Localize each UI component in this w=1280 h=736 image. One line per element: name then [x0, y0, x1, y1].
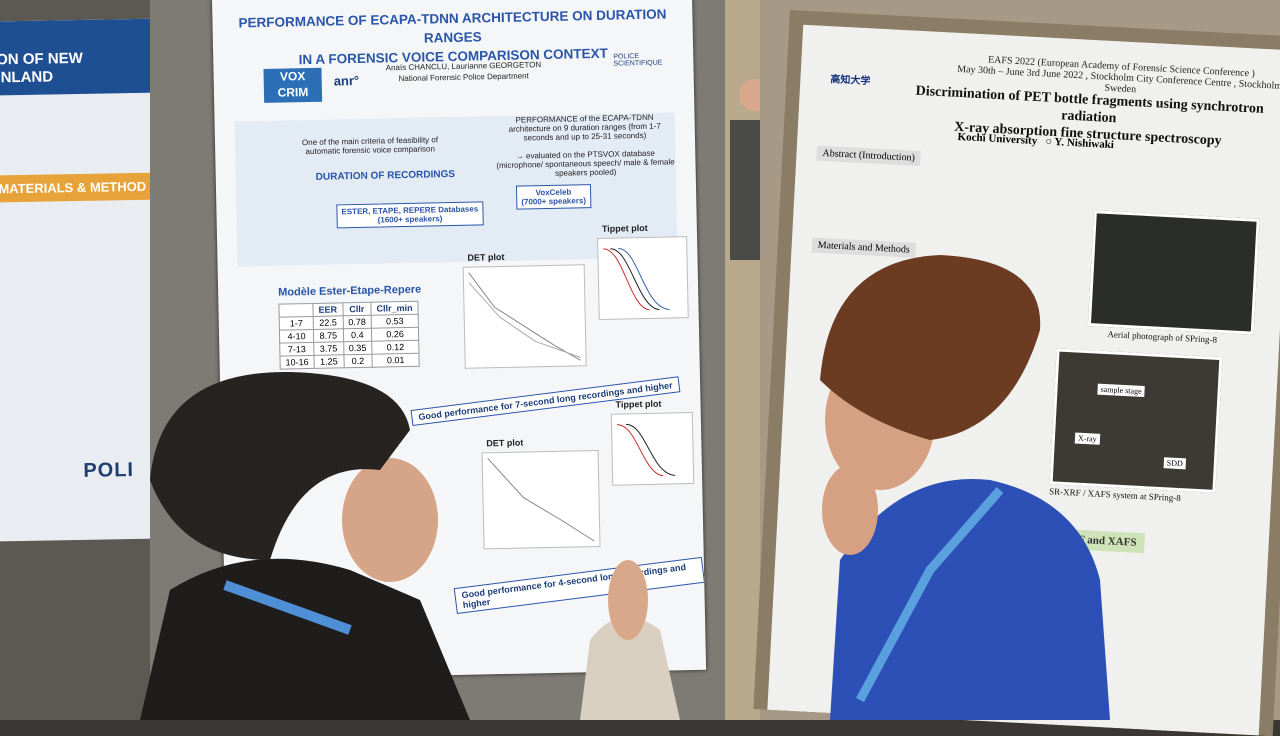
hair	[820, 255, 1041, 440]
woman-right-body	[830, 479, 1110, 720]
curve	[610, 248, 660, 311]
det-plot	[462, 264, 587, 369]
hand	[608, 560, 648, 640]
det-plot	[481, 450, 601, 550]
plot-lines	[603, 248, 670, 311]
sleeve	[580, 617, 680, 720]
center-poster: PERFORMANCE OF ECAPA-TDNN ARCHITECTURE O…	[212, 0, 707, 680]
face	[342, 458, 438, 582]
lanyard	[856, 487, 1004, 703]
people	[140, 255, 1110, 720]
curve	[468, 282, 581, 358]
plot-lines	[487, 457, 595, 542]
curve	[468, 272, 581, 361]
curve	[618, 248, 670, 310]
curve	[625, 423, 676, 476]
curve	[603, 248, 650, 311]
hand	[822, 465, 878, 555]
plot-lines	[616, 423, 676, 477]
curve	[487, 457, 595, 542]
woman-left-body	[140, 558, 470, 720]
plot-lines	[468, 272, 581, 361]
curve	[616, 424, 664, 477]
tippet-plot	[610, 412, 695, 486]
lanyard	[223, 580, 352, 635]
tippet-plot	[597, 236, 689, 320]
headscarf	[150, 371, 410, 560]
